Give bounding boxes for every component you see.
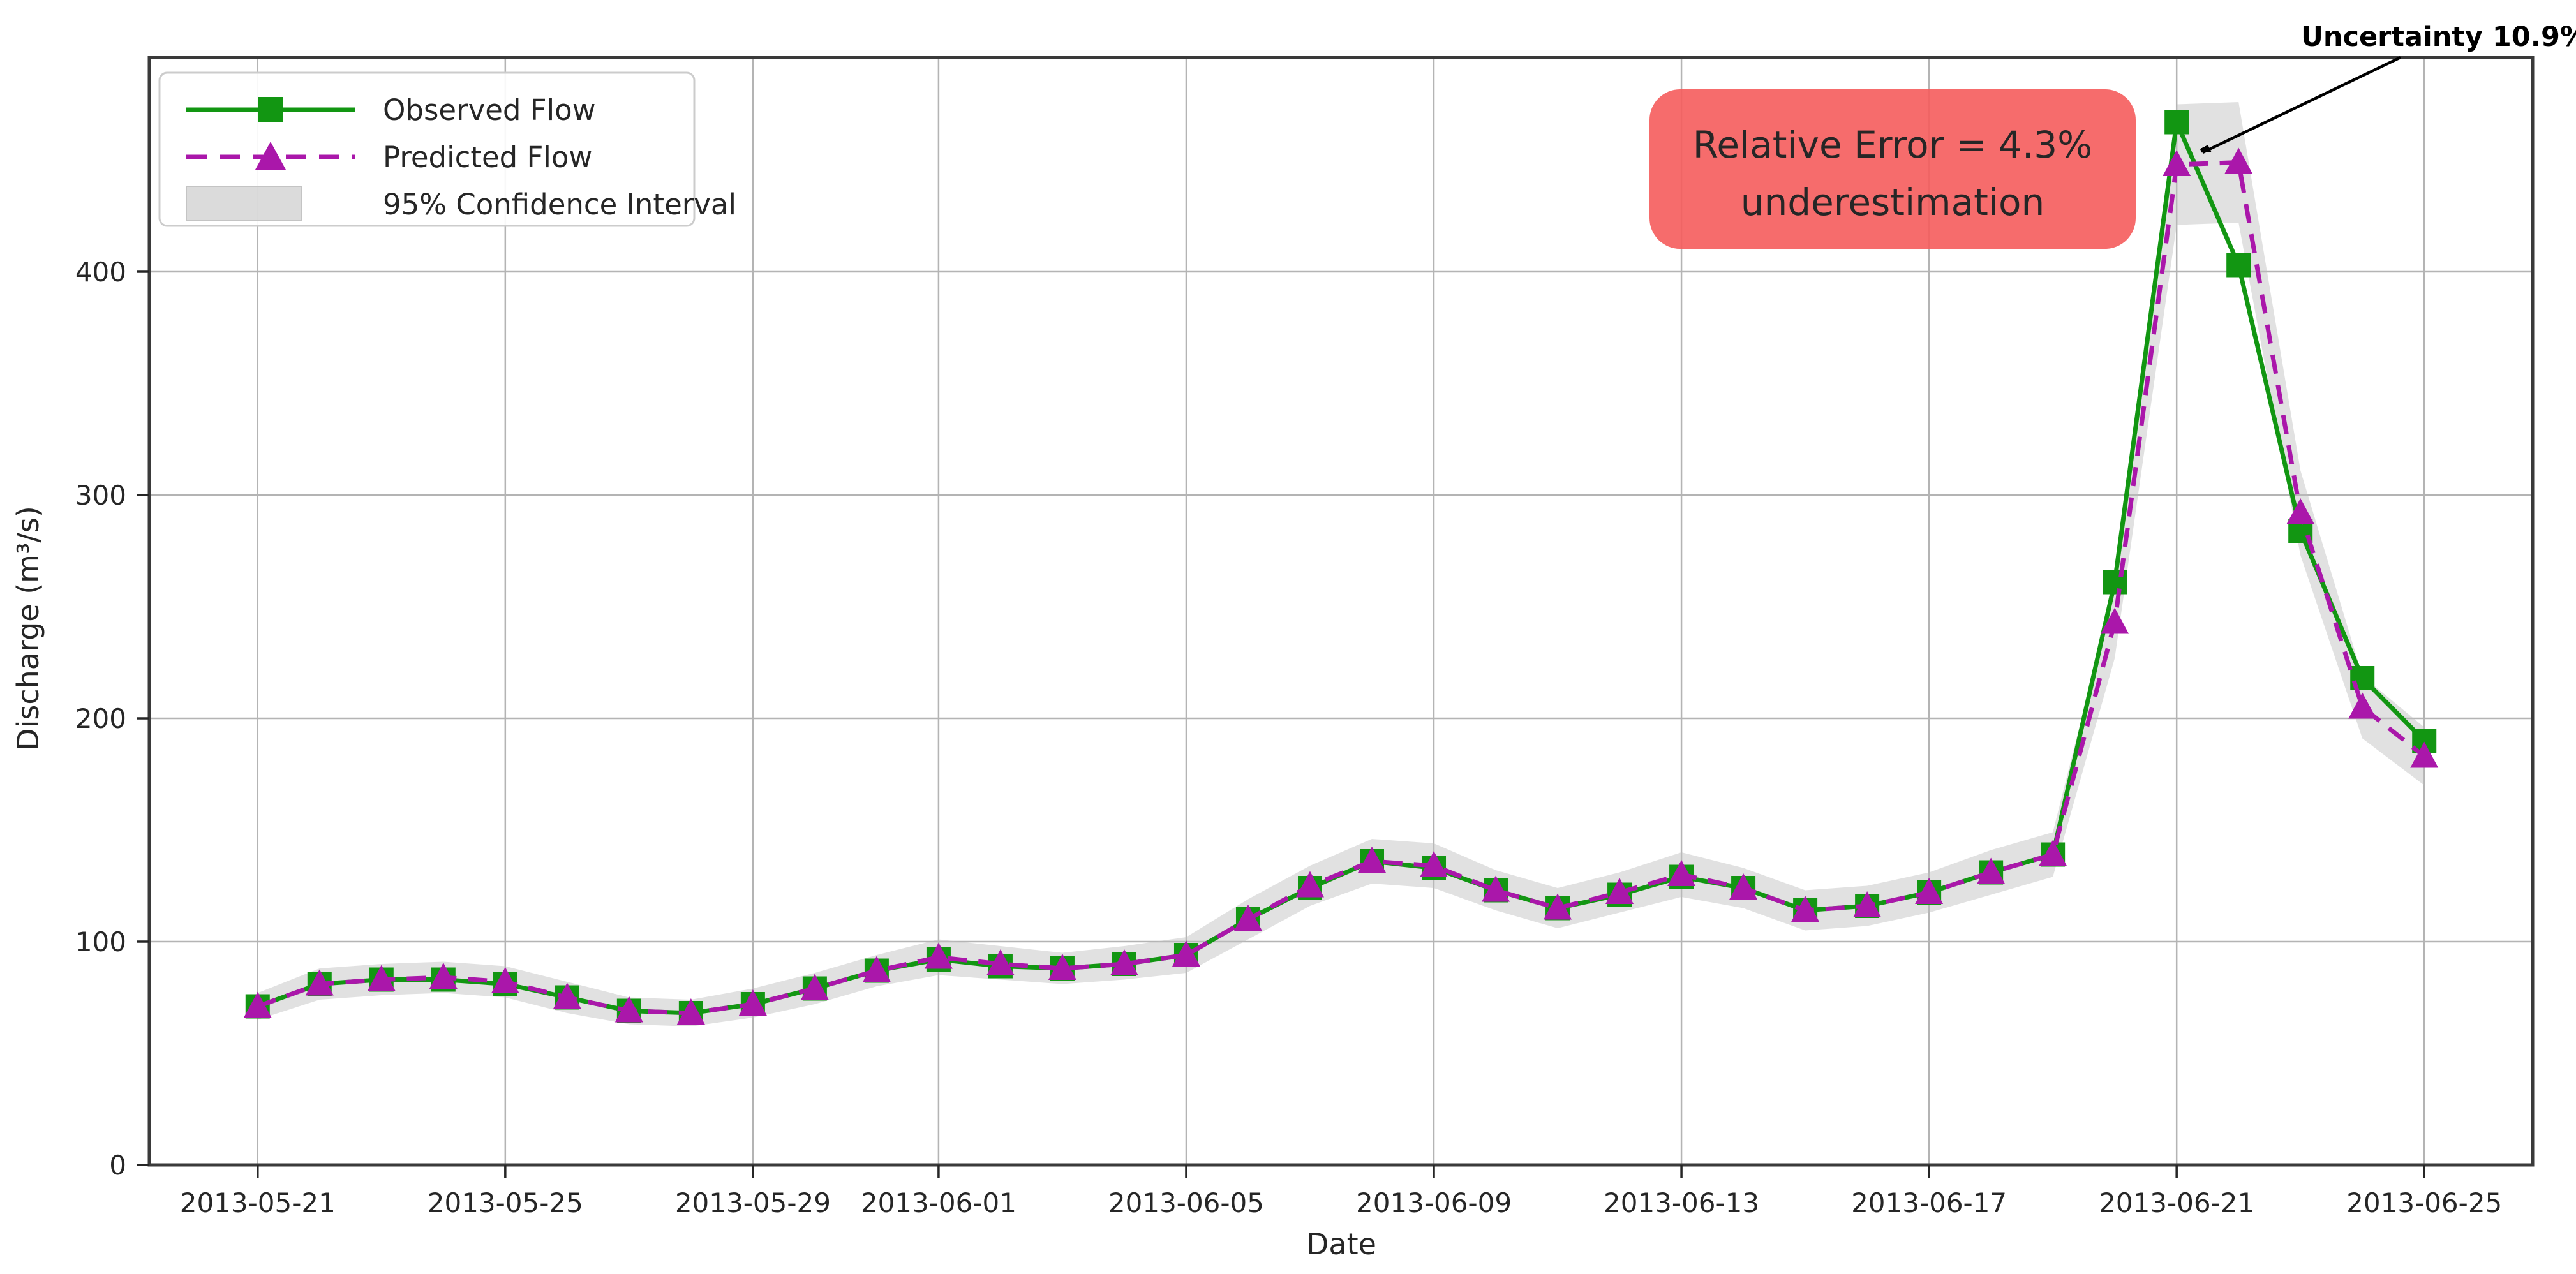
predicted-point-marker bbox=[2039, 840, 2067, 866]
x-tick-label: 2013-06-25 bbox=[2346, 1187, 2502, 1218]
y-axis-ticks: 0 100 200 300 400 bbox=[75, 256, 149, 1181]
predicted-flow-series bbox=[243, 147, 2439, 1025]
relative-error-line1: Relative Error = 4.3% bbox=[1693, 123, 2093, 167]
y-tick-label: 400 bbox=[75, 256, 126, 288]
predicted-point-marker bbox=[1482, 875, 1510, 902]
predicted-point-marker bbox=[676, 998, 705, 1025]
plot-frame bbox=[147, 56, 2535, 1167]
x-tick-label: 2013-06-05 bbox=[1108, 1187, 1264, 1218]
predicted-point-marker bbox=[1295, 871, 1324, 898]
predicted-point-marker bbox=[2286, 498, 2315, 524]
legend-observed-square-icon bbox=[258, 97, 283, 122]
gridlines bbox=[149, 57, 2533, 1165]
predicted-point-marker bbox=[2101, 607, 2129, 634]
x-tick-label: 2013-06-17 bbox=[1851, 1187, 2007, 1218]
legend-ci-label: 95% Confidence Interval bbox=[383, 188, 736, 221]
y-tick-label: 100 bbox=[75, 926, 126, 958]
legend-predicted-triangle-icon bbox=[255, 142, 286, 170]
predicted-point-marker bbox=[1110, 949, 1138, 975]
x-axis-ticks: 2013-05-21 2013-05-25 2013-05-29 2013-06-01… bbox=[180, 1165, 2502, 1218]
predicted-point-marker bbox=[1729, 873, 1758, 900]
legend-observed-label: Observed Flow bbox=[383, 93, 596, 127]
predicted-point-marker bbox=[800, 974, 829, 1000]
predicted-point-marker bbox=[2348, 692, 2377, 719]
y-axis-label: Discharge (m³/s) bbox=[11, 506, 45, 751]
observed-point-marker bbox=[2226, 253, 2251, 278]
x-tick-label: 2013-06-21 bbox=[2099, 1187, 2254, 1218]
predicted-point-marker bbox=[491, 967, 519, 993]
legend-ci-patch-icon bbox=[186, 186, 302, 221]
predicted-flow-line bbox=[257, 159, 2426, 1016]
x-tick-label: 2013-06-09 bbox=[1356, 1187, 1512, 1218]
predicted-point-marker bbox=[1233, 905, 1262, 931]
predicted-point-marker bbox=[1977, 857, 2006, 884]
x-tick-label: 2013-05-25 bbox=[428, 1187, 583, 1218]
observed-point-marker bbox=[2164, 110, 2189, 135]
predicted-point-marker bbox=[1605, 878, 1634, 904]
predicted-point-marker bbox=[2410, 741, 2439, 768]
predicted-point-marker bbox=[614, 996, 643, 1023]
predicted-point-marker bbox=[2224, 147, 2253, 174]
predicted-point-marker bbox=[553, 982, 581, 1009]
predicted-point-marker bbox=[1358, 847, 1387, 873]
predicted-point-marker bbox=[1853, 891, 1882, 917]
y-tick-label: 200 bbox=[75, 703, 126, 734]
predicted-point-marker bbox=[924, 942, 953, 969]
y-tick-label: 300 bbox=[75, 480, 126, 511]
predicted-point-marker bbox=[305, 969, 334, 996]
x-axis-label: Date bbox=[1306, 1227, 1376, 1261]
predicted-point-marker bbox=[243, 991, 272, 1018]
predicted-point-marker bbox=[1667, 860, 1696, 886]
predicted-point-marker bbox=[1915, 878, 1944, 904]
relative-error-annotation: Relative Error = 4.3% underestimation bbox=[1649, 89, 2136, 249]
predicted-point-marker bbox=[1048, 954, 1076, 980]
y-tick-label: 0 bbox=[109, 1150, 126, 1181]
x-tick-label: 2013-06-01 bbox=[861, 1187, 1016, 1218]
predicted-point-marker bbox=[2163, 150, 2191, 176]
predicted-point-marker bbox=[1420, 851, 1448, 877]
relative-error-line2: underestimation bbox=[1741, 181, 2045, 224]
predicted-point-marker bbox=[429, 963, 458, 989]
legend: Observed Flow Predicted Flow 95% Confide… bbox=[158, 71, 736, 227]
predicted-point-marker bbox=[367, 965, 396, 991]
uncertainty-arrow bbox=[2203, 56, 2401, 154]
predicted-point-marker bbox=[738, 989, 767, 1016]
x-tick-label: 2013-06-13 bbox=[1604, 1187, 1759, 1218]
predicted-point-marker bbox=[1172, 940, 1200, 967]
x-tick-label: 2013-05-29 bbox=[675, 1187, 831, 1218]
uncertainty-annotation: Uncertainty 10.9% bbox=[2301, 21, 2576, 53]
x-tick-label: 2013-05-21 bbox=[180, 1187, 336, 1218]
predicted-point-marker bbox=[986, 949, 1015, 975]
relative-error-box bbox=[1649, 89, 2136, 249]
predicted-point-marker bbox=[862, 956, 891, 982]
legend-predicted-label: Predicted Flow bbox=[383, 140, 592, 174]
predicted-point-marker bbox=[1791, 896, 1820, 922]
predicted-point-marker bbox=[1544, 893, 1572, 920]
